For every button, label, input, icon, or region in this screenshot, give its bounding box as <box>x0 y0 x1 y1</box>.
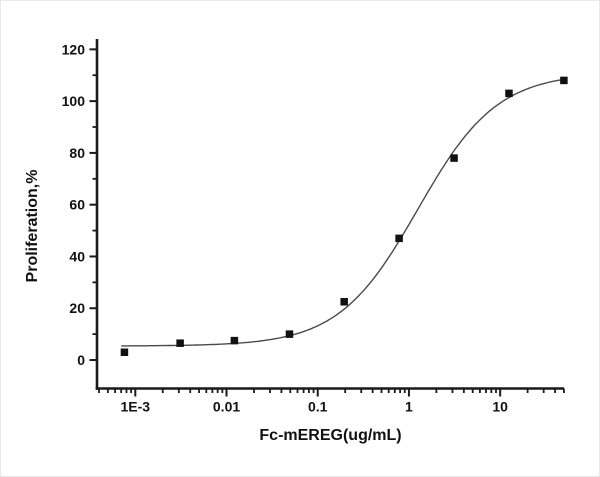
y-tick-label: 100 <box>62 93 86 109</box>
y-tick-label: 0 <box>77 352 85 368</box>
y-tick-label: 20 <box>69 300 85 316</box>
data-point <box>230 336 239 345</box>
y-tick-label: 80 <box>69 145 85 161</box>
fit-curve <box>121 78 565 347</box>
y-tick-label: 40 <box>69 248 85 264</box>
data-point <box>395 234 403 243</box>
data-point <box>120 348 129 357</box>
x-tick-label: 0.1 <box>308 399 328 415</box>
x-axis-title: Fc-mEREG(ug/mL) <box>259 427 401 444</box>
x-tick-label: 1 <box>405 399 413 415</box>
x-tick-label: 0.01 <box>213 399 240 415</box>
data-point <box>285 330 294 338</box>
data-point <box>340 298 348 306</box>
x-tick-label: 1E-3 <box>121 399 151 415</box>
data-point <box>560 76 568 85</box>
y-tick-label: 120 <box>62 41 86 57</box>
data-point <box>450 154 458 162</box>
data-point <box>505 89 513 98</box>
y-axis-title: Proliferation,% <box>24 170 41 283</box>
y-tick-label: 60 <box>69 197 85 213</box>
x-tick-label: 10 <box>492 399 508 415</box>
data-point <box>176 339 184 347</box>
